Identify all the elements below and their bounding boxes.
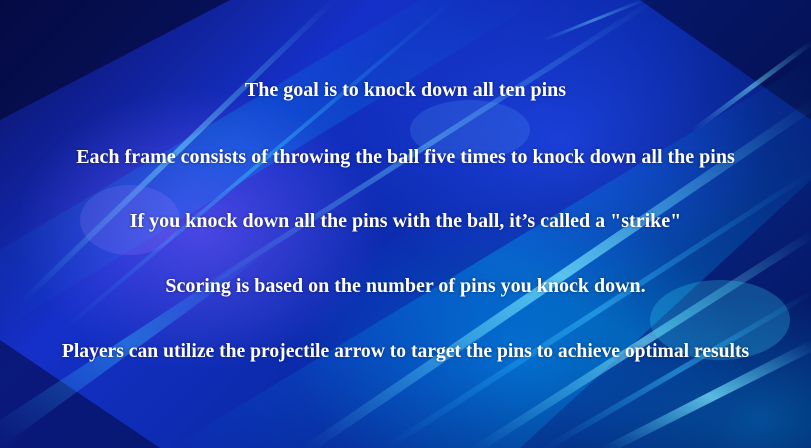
- light-streak: [690, 40, 811, 130]
- instruction-line-frame: Each frame consists of throwing the ball…: [76, 146, 735, 168]
- corner-shadow-bottom-left: [0, 340, 160, 448]
- instruction-line-scoring: Scoring is based on the number of pins y…: [165, 275, 646, 297]
- light-streak: [470, 230, 811, 448]
- instruction-line-aiming: Players can utilize the projectile arrow…: [61, 341, 750, 362]
- light-streak: [60, 0, 456, 330]
- light-streak: [180, 0, 660, 300]
- glow-spot: [80, 185, 180, 255]
- light-streak: [600, 340, 811, 448]
- corner-shadow-top-left: [0, 0, 230, 120]
- light-streak: [380, 170, 811, 448]
- instruction-line-strike: If you knock down all the pins with the …: [129, 210, 682, 232]
- light-streak: [0, 250, 266, 448]
- light-streak: [540, 290, 811, 448]
- light-streak: [300, 100, 811, 448]
- instruction-line-goal: The goal is to knock down all ten pins: [244, 79, 567, 101]
- light-band: [170, 60, 811, 448]
- light-streak: [20, 0, 338, 300]
- light-streak: [540, 0, 648, 40]
- glow-spot: [650, 280, 790, 360]
- glow-spot: [410, 100, 530, 160]
- light-band: [0, 0, 540, 330]
